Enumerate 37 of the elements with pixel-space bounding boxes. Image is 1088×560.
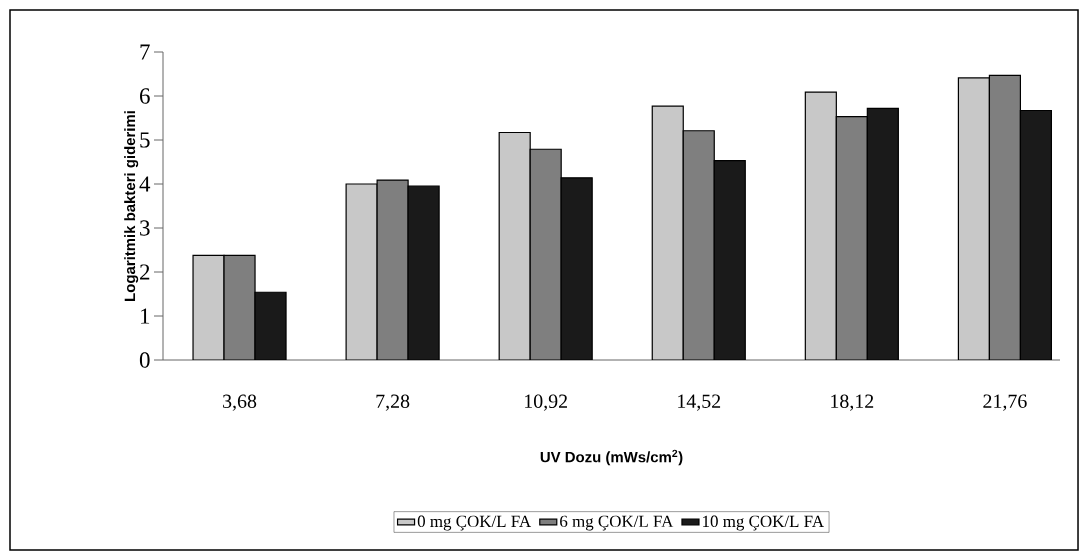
y-axis-title: Logaritmik bakteri giderimi [124,111,139,301]
y-tick-label: 1 [141,308,150,324]
bar [988,74,1022,360]
x-tick-label: 21,76 [983,394,1027,411]
y-tick-label: 5 [140,132,150,148]
y-tick-label: 2 [140,264,150,280]
y-tick-label: 4 [139,176,151,192]
x-tick-label: 7,28 [376,394,410,411]
legend-label: 10 mg ÇOK/L FA [703,515,824,531]
y-tick-label: 6 [140,88,150,104]
y-tick-label: 7 [140,44,150,60]
bar [651,105,684,360]
x-axis-title: UV Dozu (mWs/cm$^{2}$) [540,449,683,466]
bar [804,91,837,360]
bar [560,177,593,360]
bar [498,131,531,360]
y-tick-label: 3 [140,220,150,236]
bar [407,185,440,360]
bar [254,291,287,360]
x-tick-label: 10,92 [525,394,567,411]
bar [376,179,409,360]
legend-label: 0 mg ÇOK/L FA [417,515,532,531]
bar [835,116,868,360]
bar [345,183,378,360]
bar [192,254,225,360]
bar [529,148,562,360]
bar [223,254,256,360]
x-tick-label: 14,52 [678,394,721,411]
bar [682,130,715,360]
bar [957,77,991,360]
bar [1019,109,1053,360]
y-tick-label: 0 [139,352,150,368]
x-tick-label: 3,68 [223,394,257,411]
x-tick-label: 18,12 [831,394,874,411]
bar [713,160,746,360]
legend-label: 6 mg ÇOK/L FA [560,515,674,531]
bar [866,107,899,360]
